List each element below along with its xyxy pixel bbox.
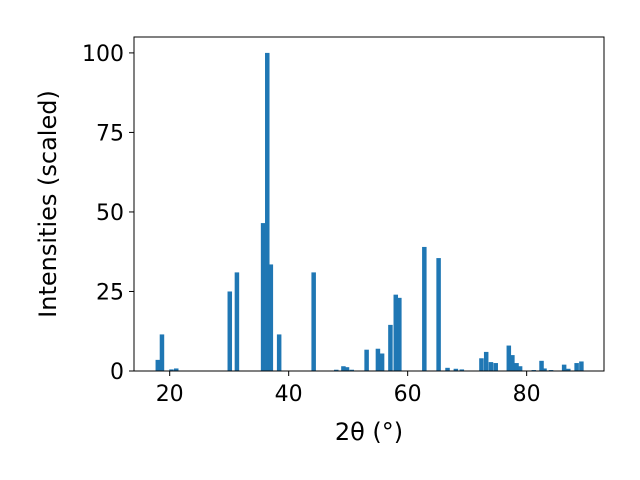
y-ticks: 0 25 50 75 100 (82, 42, 134, 385)
y-tick-label: 100 (82, 42, 124, 67)
bar (159, 334, 165, 371)
bar (173, 368, 179, 371)
x-tick-label: 60 (394, 382, 422, 407)
bar (453, 368, 459, 371)
bar (488, 362, 494, 371)
bar (397, 297, 402, 371)
bar (422, 246, 427, 371)
bar (364, 349, 369, 371)
bar (483, 351, 489, 371)
x-tick-label: 20 (156, 382, 184, 407)
bar (349, 369, 354, 371)
bar (388, 324, 393, 371)
bar (234, 272, 240, 371)
bar (566, 368, 571, 371)
bar (311, 272, 316, 371)
bar (265, 52, 270, 372)
bar (510, 355, 515, 371)
bar (479, 358, 484, 371)
y-axis-label: Intensities (scaled) (34, 90, 62, 318)
bar (155, 359, 161, 371)
bar (574, 363, 579, 371)
y-tick-label: 50 (96, 201, 124, 226)
x-tick-label: 40 (275, 382, 303, 407)
bar (334, 369, 339, 371)
bar (561, 364, 567, 371)
x-axis-label: 2θ (°) (335, 418, 403, 446)
y-tick-label: 25 (96, 280, 124, 305)
bar (169, 369, 174, 371)
bar (493, 363, 498, 371)
plot-area-frame (133, 36, 605, 372)
bar (375, 348, 381, 371)
bar (344, 367, 350, 371)
bar (517, 366, 523, 371)
bar (260, 223, 266, 371)
bar (436, 258, 441, 371)
y-tick-label: 0 (110, 360, 124, 385)
bar (379, 353, 385, 371)
x-tick-label: 80 (513, 382, 541, 407)
bar (276, 334, 282, 371)
bar (341, 366, 346, 371)
bar (459, 369, 465, 371)
bar (393, 294, 399, 371)
x-ticks: 20 40 60 80 (156, 371, 541, 407)
y-tick-label: 75 (96, 121, 124, 146)
bar (539, 360, 544, 371)
bar (268, 264, 274, 371)
bar (579, 361, 584, 371)
bar (514, 363, 519, 371)
bar (542, 368, 547, 371)
bar (506, 345, 512, 371)
bar (227, 291, 233, 371)
bar (445, 367, 450, 371)
